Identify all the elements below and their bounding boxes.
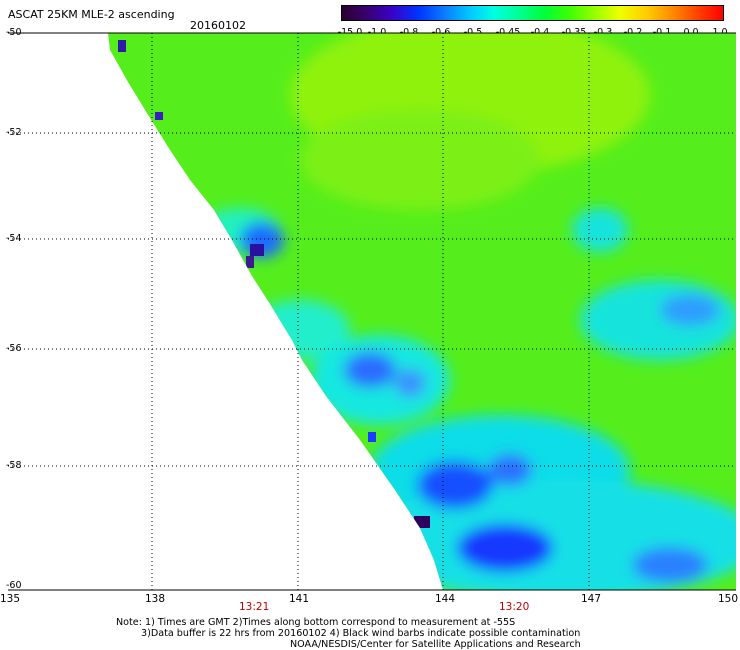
lat-label: -52 xyxy=(6,127,22,138)
colorbar xyxy=(341,5,724,21)
footer-note-1: Note: 1) Times are GMT 2)Times along bot… xyxy=(116,617,516,628)
lat-label: -58 xyxy=(6,460,22,471)
footer-note-2: 3)Data buffer is 22 hrs from 20160102 4)… xyxy=(141,628,581,639)
lon-label: 150 xyxy=(718,593,739,605)
lat-label: -54 xyxy=(6,233,22,244)
time-label: 13:20 xyxy=(499,601,530,613)
map-title: ASCAT 25KM MLE-2 ascending xyxy=(8,8,175,21)
lon-label: 141 xyxy=(289,593,310,605)
time-label: 13:21 xyxy=(239,601,270,613)
lon-label: 135 xyxy=(0,593,21,605)
lat-label: -50 xyxy=(6,27,22,38)
grid-lines xyxy=(8,33,736,590)
lat-label: -60 xyxy=(6,580,22,591)
footer-credit: NOAA/NESDIS/Center for Satellite Applica… xyxy=(290,639,581,650)
lon-label: 138 xyxy=(145,593,166,605)
lat-label: -56 xyxy=(6,343,22,354)
lon-label: 144 xyxy=(435,593,456,605)
map-date: 20160102 xyxy=(190,19,246,32)
lon-label: 147 xyxy=(581,593,602,605)
wind-swath xyxy=(108,33,736,590)
